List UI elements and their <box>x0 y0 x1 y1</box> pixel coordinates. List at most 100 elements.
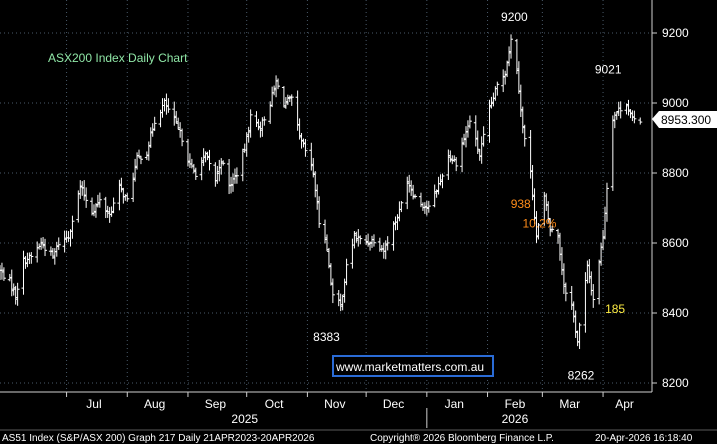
ohlc-bar <box>632 110 637 124</box>
ohlc-bar <box>93 203 98 218</box>
ohlc-bar <box>107 207 112 223</box>
ohlc-bar <box>268 101 273 124</box>
ohlc-bar <box>276 78 281 90</box>
ohlc-bar <box>131 172 136 203</box>
ohlc-bar <box>150 123 155 137</box>
ohlc-bars <box>0 34 643 350</box>
ohlc-bar <box>248 109 253 138</box>
ohlc-bar <box>395 214 400 230</box>
ohlc-bar <box>366 233 371 247</box>
ohlc-bar <box>432 184 437 208</box>
ohlc-bar <box>356 229 361 247</box>
ohlc-bar <box>272 85 277 96</box>
annotation-label: 9021 <box>595 63 622 77</box>
x-axis: Jul Aug Sep Oct Nov Dec Jan Feb Mar Apr 2025 2026 <box>0 391 652 428</box>
ohlc-bar <box>561 263 566 294</box>
ohlc-bar <box>446 149 451 180</box>
ohlc-bar <box>274 75 279 98</box>
ohlc-bar <box>479 136 484 164</box>
ohlc-bar <box>256 118 261 131</box>
ohlc-bar <box>385 236 390 251</box>
ohlc-bar <box>420 202 425 211</box>
ohlc-bar <box>137 149 142 158</box>
ohlc-bar <box>148 127 153 148</box>
ohlc-bar <box>29 252 34 264</box>
ohlc-bar <box>135 152 140 170</box>
month-label: Jan <box>445 397 464 411</box>
ohlc-bar <box>477 149 482 161</box>
ohlc-bar <box>575 330 580 347</box>
annotation-label: 10.2% <box>522 216 556 230</box>
annotation-label: 185 <box>605 302 625 316</box>
year-label: 2025 <box>231 412 258 426</box>
ohlc-bar <box>152 116 157 131</box>
ohlc-bar <box>50 247 55 259</box>
ohlc-bar <box>381 242 386 259</box>
ohlc-bar <box>370 235 375 248</box>
ohlc-bar <box>97 192 102 208</box>
month-label: Apr <box>615 397 634 411</box>
ohlc-bar <box>626 99 631 116</box>
ohlc-bar <box>146 141 151 161</box>
ohlc-bar <box>604 182 609 222</box>
ohlc-bar <box>207 149 212 171</box>
ohlc-bar <box>70 215 75 239</box>
ohlc-bar <box>289 94 294 106</box>
ohlc-bar <box>240 148 245 182</box>
last-price-label: 8953.300 <box>661 113 711 127</box>
ohlc-bar <box>80 181 85 196</box>
ohlc-bar <box>78 180 83 199</box>
ohlc-bar <box>563 282 568 302</box>
y-tick-label: 8400 <box>662 306 689 320</box>
ohlc-bar <box>172 101 177 126</box>
ohlc-bar <box>364 235 369 246</box>
ohlc-bar <box>501 69 506 93</box>
ohlc-bar <box>215 165 220 184</box>
month-label: Sep <box>205 397 227 411</box>
ohlc-bar <box>91 204 96 217</box>
ohlc-bar <box>371 234 376 247</box>
ohlc-bar <box>187 153 192 168</box>
ohlc-bar <box>25 252 30 268</box>
ohlc-bar <box>495 81 500 96</box>
month-label: Oct <box>265 397 284 411</box>
ohlc-bar <box>338 293 343 312</box>
footer-left: AS51 Index (S&P/ASX 200) Graph 217 Daily… <box>2 433 315 444</box>
ohlc-bar <box>616 101 621 117</box>
ohlc-bar <box>221 160 226 166</box>
ohlc-bar <box>473 115 478 147</box>
month-label: Mar <box>559 397 580 411</box>
ohlc-bar <box>518 84 523 118</box>
watermark-link[interactable]: www.marketmatters.com.au <box>335 360 484 374</box>
ohlc-bar <box>297 118 302 140</box>
watermark[interactable]: www.marketmatters.com.au <box>332 355 494 377</box>
ohlc-bar <box>505 60 510 78</box>
ohlc-bar <box>426 200 431 213</box>
month-label: Feb <box>505 397 526 411</box>
ohlc-bar <box>315 184 320 210</box>
ohlc-bar <box>313 171 318 198</box>
ohlc-bar <box>64 230 69 243</box>
ohlc-bar <box>27 252 32 264</box>
ohlc-bar <box>191 163 196 174</box>
ohlc-bar <box>330 278 335 304</box>
ohlc-bar <box>450 155 455 165</box>
ohlc-bar <box>467 115 472 129</box>
ohlc-bar <box>56 237 61 250</box>
ohlc-bar <box>15 282 20 306</box>
ohlc-bar <box>536 222 541 240</box>
ohlc-bar <box>66 231 71 242</box>
ohlc-bar <box>522 124 527 147</box>
y-tick-label: 8200 <box>662 376 689 390</box>
ohlc-bar <box>160 98 165 118</box>
ohlc-bar <box>454 157 459 172</box>
ohlc-bar <box>219 158 224 175</box>
ohlc-bar <box>509 34 514 59</box>
ohlc-bar <box>234 167 239 184</box>
ohlc-bar <box>440 173 445 189</box>
ohlc-bar <box>413 194 418 199</box>
ohlc-bar <box>317 196 322 228</box>
ohlc-bar <box>569 285 574 310</box>
